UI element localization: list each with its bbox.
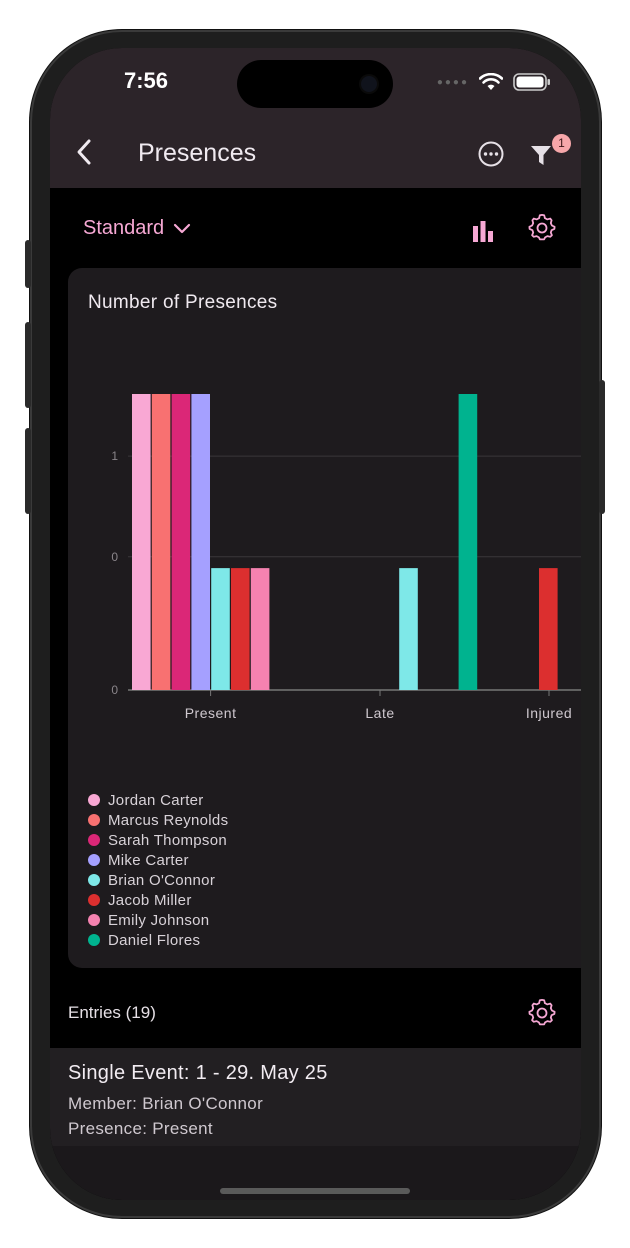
page-title: Presences <box>138 139 257 167</box>
legend-dot <box>88 934 100 946</box>
bar-present-brian-o-connor <box>211 568 230 690</box>
presences-chart-card: Number of Presences 0 0 1 Present Late Injure… <box>68 268 581 968</box>
x-tick-label-present: Present <box>185 705 237 721</box>
legend-label: Marcus Reynolds <box>108 811 229 829</box>
legend-label: Emily Johnson <box>108 911 210 929</box>
entries-gear-icon[interactable] <box>528 999 556 1027</box>
legend-item: Mike Carter <box>88 850 228 870</box>
legend-item: Daniel Flores <box>88 930 228 950</box>
chart-legend: Jordan Carter Marcus Reynolds Sarah Thomps… <box>88 790 228 950</box>
gear-icon[interactable] <box>528 214 556 242</box>
legend-item: Marcus Reynolds <box>88 810 228 830</box>
bar-chart-icon[interactable] <box>470 218 496 244</box>
legend-dot <box>88 914 100 926</box>
phone-volume-up <box>25 322 31 408</box>
bar-late-daniel-flores <box>458 394 478 690</box>
filter-icon[interactable] <box>527 138 561 172</box>
battery-icon <box>513 73 550 91</box>
app-screen: 7:56 ●●●● Presences 1 S <box>50 48 581 1200</box>
entry-item[interactable]: Single Event: 1 - 29. May 25 Member: Bri… <box>50 1048 581 1146</box>
legend-item: Jacob Miller <box>88 890 228 910</box>
legend-dot <box>88 874 100 886</box>
y-tick-label: 1 <box>111 449 118 463</box>
bar-present-emily-johnson <box>250 568 270 690</box>
status-time: 7:56 <box>124 68 169 93</box>
legend-label: Daniel Flores <box>108 931 201 949</box>
legend-dot <box>88 894 100 906</box>
bar-late-brian-o-connor <box>399 568 418 690</box>
legend-label: Sarah Thompson <box>108 831 227 849</box>
chart-title: Number of Presences <box>88 292 278 313</box>
bar-injured-jacob-miller <box>539 568 558 690</box>
cellular-signal-icon: ●●●● <box>436 76 469 88</box>
more-options-icon[interactable] <box>477 140 505 168</box>
legend-dot <box>88 794 100 806</box>
entry-member: Member: Brian O'Connor <box>68 1094 264 1113</box>
bar-present-marcus-reynolds <box>151 394 171 690</box>
phone-side-button <box>599 380 605 514</box>
y-tick-label: 0 <box>111 683 118 697</box>
legend-dot <box>88 814 100 826</box>
status-indicators: ●●●● <box>437 72 551 92</box>
legend-item: Emily Johnson <box>88 910 228 930</box>
entry-title: Single Event: 1 - 29. May 25 <box>68 1062 328 1084</box>
presences-bar-chart: 0 0 1 Present Late Injured <box>111 394 581 721</box>
x-tick-label-late: Late <box>365 705 394 721</box>
view-selector-dropdown[interactable]: Standard <box>83 217 192 240</box>
camera-icon <box>361 76 377 92</box>
legend-label: Jordan Carter <box>108 791 204 809</box>
entries-heading: Entries (19) <box>68 1003 156 1022</box>
view-selector-label: Standard <box>83 217 165 239</box>
legend-item: Brian O'Connor <box>88 870 228 890</box>
legend-label: Mike Carter <box>108 851 189 869</box>
chevron-down-icon <box>174 223 191 233</box>
legend-item: Sarah Thompson <box>88 830 228 850</box>
home-indicator[interactable] <box>220 1188 410 1194</box>
bar-present-mike-carter <box>191 394 210 690</box>
bar-present-jordan-carter <box>132 394 151 690</box>
dynamic-island <box>237 60 393 108</box>
legend-dot <box>88 834 100 846</box>
back-chevron-icon[interactable] <box>72 136 98 168</box>
legend-label: Jacob Miller <box>108 891 192 909</box>
legend-label: Brian O'Connor <box>108 871 216 889</box>
filter-count-badge: 1 <box>552 134 571 153</box>
y-tick-label: 0 <box>111 550 118 564</box>
phone-volume-down <box>25 428 31 514</box>
phone-action-button <box>25 240 31 288</box>
x-tick-label-injured: Injured <box>526 705 572 721</box>
legend-dot <box>88 854 100 866</box>
wifi-icon <box>479 73 503 90</box>
bar-present-jacob-miller <box>231 568 250 690</box>
bar-present-sarah-thompson <box>171 394 191 690</box>
legend-item: Jordan Carter <box>88 790 228 810</box>
entry-presence: Presence: Present <box>68 1119 213 1138</box>
